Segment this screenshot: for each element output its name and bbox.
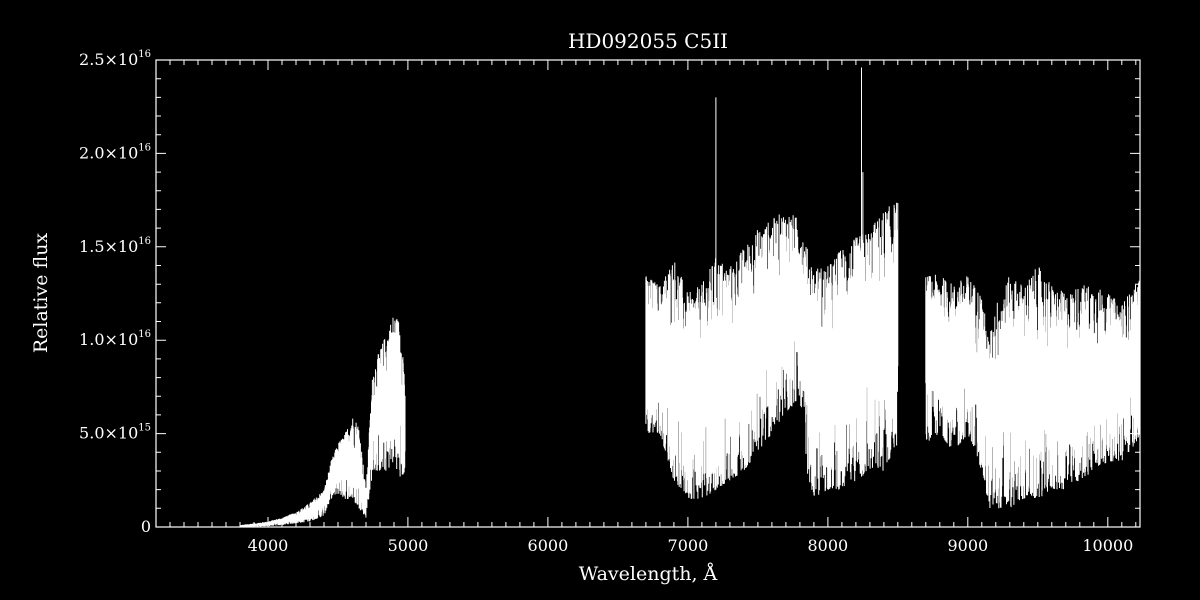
y-tick-label: 2.5×1016 bbox=[79, 49, 151, 69]
x-tick-label: 5000 bbox=[388, 536, 429, 555]
plot-frame bbox=[155, 59, 1141, 528]
y-tick-label: 5.0×1015 bbox=[79, 423, 151, 443]
flux-traces bbox=[239, 67, 1141, 527]
x-tick-label: 8000 bbox=[808, 536, 849, 555]
chart-title: HD092055 C5II bbox=[568, 29, 728, 53]
flux-series-2 bbox=[645, 67, 899, 499]
y-tick-label: 0 bbox=[141, 517, 151, 536]
x-tick-label: 9000 bbox=[947, 536, 988, 555]
x-tick-label: 10000 bbox=[1082, 536, 1133, 555]
x-tick-label: 4000 bbox=[248, 536, 289, 555]
tick-labels: 4000 5000 6000 7000 8000 9000 10000 0 5.0×1015 1.… bbox=[79, 49, 1133, 555]
x-tick-label: 6000 bbox=[528, 536, 569, 555]
y-tick-label: 1.0×1016 bbox=[79, 329, 151, 349]
flux-series-3 bbox=[925, 267, 1141, 509]
y-tick-label: 2.0×1016 bbox=[79, 142, 151, 162]
x-tick-label: 7000 bbox=[668, 536, 709, 555]
y-axis-label: Relative flux bbox=[30, 233, 52, 354]
y-tick-label: 1.5×1016 bbox=[79, 236, 151, 256]
x-axis-label: Wavelength, Å bbox=[579, 563, 718, 585]
